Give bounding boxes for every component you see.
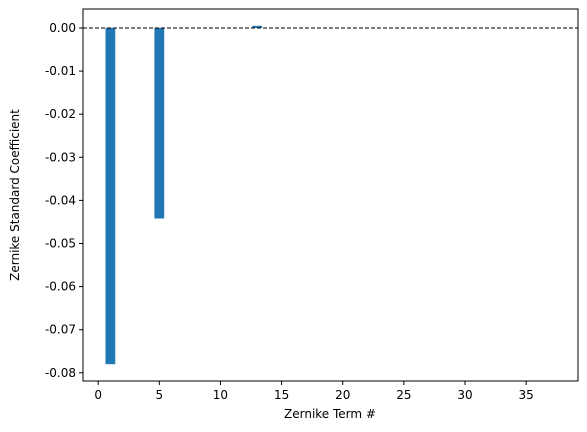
y-tick-label: -0.08 xyxy=(45,366,76,380)
x-tick-label: 20 xyxy=(335,388,350,402)
plot-frame xyxy=(82,8,579,382)
x-tick-label: 15 xyxy=(274,388,289,402)
x-tick-label: 25 xyxy=(396,388,411,402)
y-tick-label: -0.06 xyxy=(45,280,76,294)
bar xyxy=(252,25,263,28)
y-tick-label: -0.02 xyxy=(45,107,76,121)
y-tick-label: -0.07 xyxy=(45,323,76,337)
x-tick-label: 35 xyxy=(519,388,534,402)
y-tick-label: 0.00 xyxy=(49,21,76,35)
y-tick-label: -0.05 xyxy=(45,236,76,250)
x-tick-label: 0 xyxy=(94,388,102,402)
bar xyxy=(154,27,165,219)
y-axis-label: Zernike Standard Coefficient xyxy=(8,109,22,281)
x-tick-label: 30 xyxy=(457,388,472,402)
bar xyxy=(105,27,116,365)
x-tick-label: 5 xyxy=(155,388,163,402)
x-tick-label: 10 xyxy=(213,388,228,402)
x-axis-label: Zernike Term # xyxy=(284,407,376,421)
y-tick-label: -0.04 xyxy=(45,193,76,207)
y-tick-label: -0.03 xyxy=(45,150,76,164)
y-tick-label: -0.01 xyxy=(45,64,76,78)
